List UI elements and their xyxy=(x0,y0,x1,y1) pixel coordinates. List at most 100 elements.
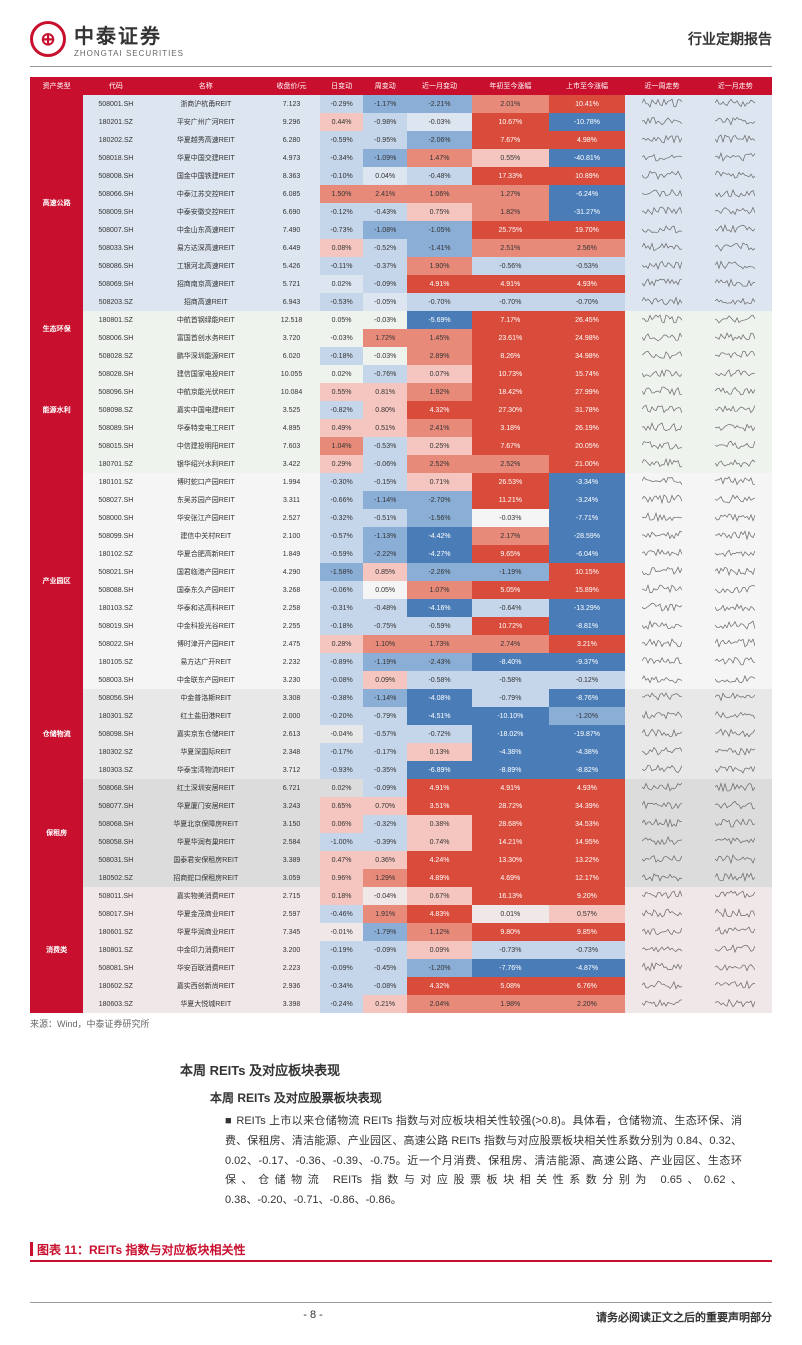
data-cell: -0.19% xyxy=(320,941,364,959)
sparkline-cell xyxy=(625,239,698,257)
data-cell: 14.21% xyxy=(472,833,549,851)
data-cell: 4.32% xyxy=(407,401,472,419)
table-row: 508077.SH华夏厦门安居REIT3.2430.65%0.70%3.51%2… xyxy=(30,797,772,815)
data-cell: -0.04% xyxy=(363,887,407,905)
data-cell: -28.59% xyxy=(549,527,626,545)
data-cell: 0.81% xyxy=(363,383,407,401)
sparkline-cell xyxy=(699,527,772,545)
sparkline-cell xyxy=(625,887,698,905)
data-cell: 10.73% xyxy=(472,365,549,383)
data-cell: 0.96% xyxy=(320,869,364,887)
data-cell: -1.58% xyxy=(320,563,364,581)
data-cell: -0.59% xyxy=(320,131,364,149)
category-cell: 保租房 xyxy=(30,779,83,887)
data-cell: -4.87% xyxy=(549,959,626,977)
data-cell: -0.51% xyxy=(363,509,407,527)
sparkline-cell xyxy=(699,221,772,239)
data-cell: 2.255 xyxy=(263,617,320,635)
sparkline-cell xyxy=(625,473,698,491)
sparkline-cell xyxy=(625,617,698,635)
data-cell: 5.426 xyxy=(263,257,320,275)
sparkline-cell xyxy=(699,113,772,131)
sparkline-cell xyxy=(625,689,698,707)
data-cell: 180301.SZ xyxy=(83,707,148,725)
data-cell: 15.74% xyxy=(549,365,626,383)
data-cell: 7.603 xyxy=(263,437,320,455)
table-row: 仓储物流508056.SH中金普洛斯REIT3.308-0.38%-1.14%-… xyxy=(30,689,772,707)
data-cell: 508021.SH xyxy=(83,563,148,581)
data-cell: 1.29% xyxy=(363,869,407,887)
data-cell: 4.98% xyxy=(549,131,626,149)
data-cell: -8.76% xyxy=(549,689,626,707)
data-cell: 10.15% xyxy=(549,563,626,581)
data-cell: 1.98% xyxy=(472,995,549,1013)
data-cell: 建信国家电投REIT xyxy=(148,365,263,383)
data-cell: 5.721 xyxy=(263,275,320,293)
data-cell: 180603.SZ xyxy=(83,995,148,1013)
data-cell: 3.51% xyxy=(407,797,472,815)
data-cell: 508099.SH xyxy=(83,527,148,545)
table-row: 508089.SH华泰特变电工REIT4.8950.49%0.51%2.41%3… xyxy=(30,419,772,437)
data-cell: 华夏越秀高速REIT xyxy=(148,131,263,149)
data-cell: -0.03% xyxy=(472,509,549,527)
table-row: 508009.SH中泰安徽交控REIT6.690-0.12%-0.43%0.75… xyxy=(30,203,772,221)
data-cell: 28.72% xyxy=(472,797,549,815)
sparkline-cell xyxy=(699,365,772,383)
data-cell: 1.73% xyxy=(407,635,472,653)
sparkline-cell xyxy=(699,761,772,779)
sparkline-cell xyxy=(625,383,698,401)
data-cell: -0.48% xyxy=(363,599,407,617)
data-cell: 0.18% xyxy=(320,887,364,905)
reits-table: 资产类型代码名称收盘价/元日变动周变动近一月变动年初至今涨幅上市至今涨幅近一周走… xyxy=(30,77,772,1013)
data-cell: -0.03% xyxy=(320,329,364,347)
data-cell: 3.720 xyxy=(263,329,320,347)
sparkline-cell xyxy=(625,329,698,347)
data-cell: -0.09% xyxy=(363,275,407,293)
data-cell: 508000.SH xyxy=(83,509,148,527)
table-row: 产业园区180101.SZ博时蛇口产园REIT1.994-0.30%-0.15%… xyxy=(30,473,772,491)
sparkline-cell xyxy=(625,275,698,293)
data-cell: 0.38% xyxy=(407,815,472,833)
data-cell: -0.20% xyxy=(320,707,364,725)
data-cell: -19.87% xyxy=(549,725,626,743)
logo-cn: 中泰证券 xyxy=(74,20,184,49)
data-cell: 24.98% xyxy=(549,329,626,347)
data-cell: 508007.SH xyxy=(83,221,148,239)
logo-en: ZHONGTAI SECURITIES xyxy=(74,49,184,58)
title-bar-icon xyxy=(30,1242,33,1256)
data-cell: 1.994 xyxy=(263,473,320,491)
data-cell: -4.27% xyxy=(407,545,472,563)
data-cell: 27.99% xyxy=(549,383,626,401)
data-cell: 国泰君安保租房REIT xyxy=(148,851,263,869)
data-cell: 6.721 xyxy=(263,779,320,797)
data-cell: 508008.SH xyxy=(83,167,148,185)
data-cell: -5.69% xyxy=(407,311,472,329)
sparkline-cell xyxy=(625,833,698,851)
data-cell: 0.80% xyxy=(363,401,407,419)
data-cell: 4.93% xyxy=(549,275,626,293)
sparkline-cell xyxy=(625,563,698,581)
data-cell: -0.06% xyxy=(363,455,407,473)
data-cell: 0.21% xyxy=(363,995,407,1013)
data-cell: 华夏华润有巢REIT xyxy=(148,833,263,851)
data-cell: 华安张江产园REIT xyxy=(148,509,263,527)
sparkline-cell xyxy=(625,545,698,563)
data-cell: 工银河北高速REIT xyxy=(148,257,263,275)
data-cell: 2.56% xyxy=(549,239,626,257)
table-row: 180202.SZ华夏越秀高速REIT6.280-0.59%-0.95%-2.0… xyxy=(30,131,772,149)
sparkline-cell xyxy=(699,329,772,347)
data-cell: -0.34% xyxy=(320,977,364,995)
sparkline-cell xyxy=(625,509,698,527)
data-cell: -4.42% xyxy=(407,527,472,545)
data-cell: -2.21% xyxy=(407,95,472,113)
data-cell: 508068.SH xyxy=(83,815,148,833)
data-cell: 508068.SH xyxy=(83,779,148,797)
sparkline-cell xyxy=(699,617,772,635)
col-header: 近一月走势 xyxy=(699,77,772,95)
data-cell: -0.10% xyxy=(320,167,364,185)
data-cell: -0.06% xyxy=(320,581,364,599)
data-cell: 2.89% xyxy=(407,347,472,365)
data-cell: 0.51% xyxy=(363,419,407,437)
data-cell: -3.34% xyxy=(549,473,626,491)
data-cell: 1.04% xyxy=(320,437,364,455)
